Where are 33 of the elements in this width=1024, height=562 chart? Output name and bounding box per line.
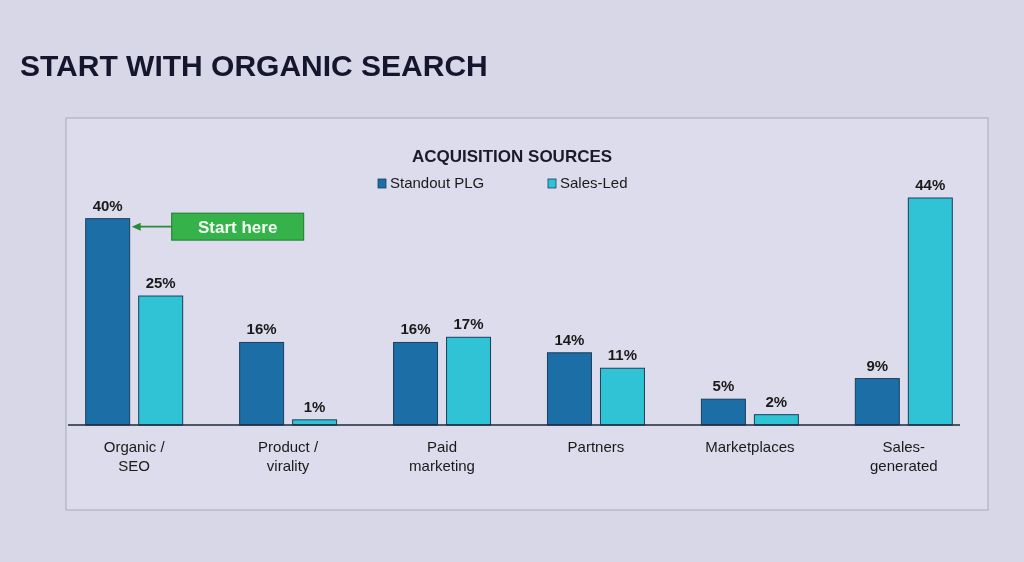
chart-subtitle: ACQUISITION SOURCES: [411, 147, 613, 166]
legend-label: Standout PLG: [390, 174, 485, 191]
bar: [907, 197, 953, 426]
bar: [393, 341, 439, 426]
data-label: 2%: [765, 392, 788, 410]
data-label: 1%: [303, 397, 326, 415]
x-tick-label: Partners: [567, 438, 625, 455]
data-label: 17%: [453, 315, 484, 333]
x-tick-label: Paid marketing: [409, 438, 475, 474]
bar: [239, 341, 285, 426]
bar: [546, 352, 592, 426]
data-label: 25%: [145, 274, 176, 292]
legend-label: Sales-Led: [560, 174, 628, 191]
annotation: Start here: [197, 217, 278, 237]
data-label: 5%: [712, 377, 735, 395]
x-tick-label: Product / virality: [258, 438, 319, 474]
bar: [85, 218, 131, 426]
bar: [446, 336, 492, 426]
data-label: 40%: [92, 196, 123, 214]
x-tick-label: Organic / SEO: [103, 438, 166, 474]
data-label: 9%: [866, 356, 889, 374]
bar: [700, 398, 746, 426]
bar: [854, 378, 900, 426]
bar: [138, 295, 184, 426]
x-tick-label: Marketplaces: [705, 438, 795, 455]
x-tick-label: Sales-generated: [870, 438, 938, 474]
data-label: 11%: [607, 346, 638, 364]
data-label: 16%: [400, 320, 431, 338]
data-label: 44%: [915, 176, 946, 193]
chart-title: START WITH ORGANIC SEARCH: [20, 49, 488, 82]
data-label: 14%: [554, 330, 585, 348]
bar: [599, 367, 645, 426]
data-label: 16%: [246, 320, 277, 338]
